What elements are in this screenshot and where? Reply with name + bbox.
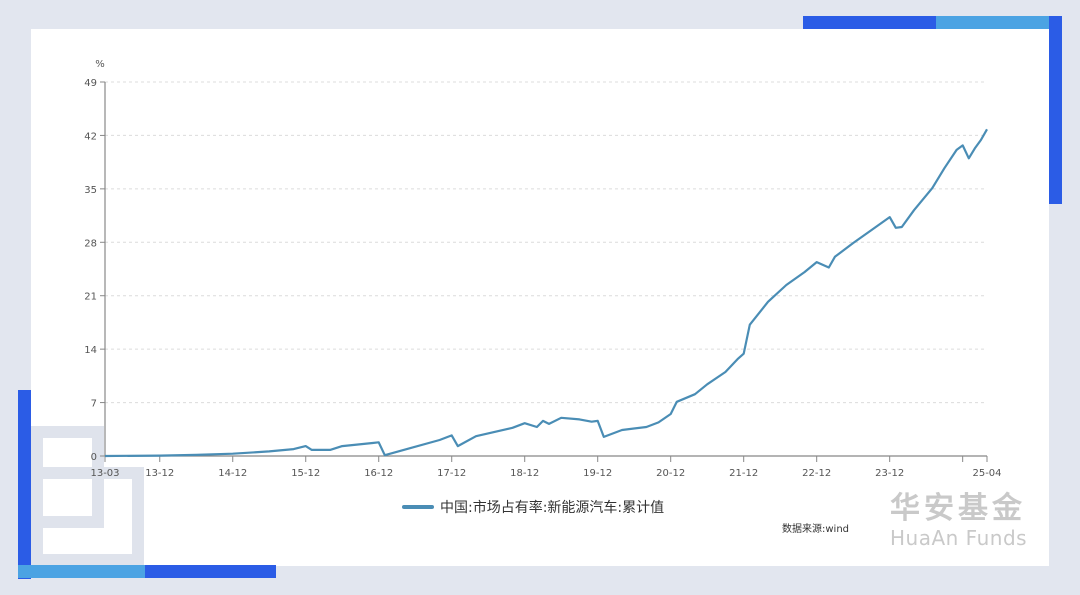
svg-text:7: 7 (91, 399, 97, 410)
brand-name-cn: 华安基金 (890, 491, 1026, 526)
svg-text:28: 28 (84, 238, 97, 249)
svg-text:21: 21 (84, 292, 97, 303)
svg-text:49: 49 (84, 78, 97, 89)
svg-text:21-12: 21-12 (729, 468, 758, 479)
deco-square-2 (31, 467, 144, 566)
svg-text:13-03: 13-03 (90, 468, 119, 479)
series-line (104, 128, 988, 458)
svg-text:%: % (95, 59, 105, 70)
left-vertical-bar (18, 390, 31, 579)
bottom-bar-light (18, 565, 145, 578)
bottom-bar-dark (145, 565, 276, 578)
legend-swatch (402, 505, 434, 509)
brand-name-en: HuaAn Funds (890, 526, 1028, 550)
svg-text:14: 14 (84, 345, 97, 356)
svg-text:18-12: 18-12 (510, 468, 539, 479)
grid-lines (105, 81, 987, 404)
legend: 中国:市场占有率:新能源汽车:累计值 (402, 497, 664, 517)
legend-label: 中国:市场占有率:新能源汽车:累计值 (440, 500, 665, 516)
right-vertical-bar (1049, 16, 1062, 204)
line-chart: 0 7 14 21 28 35 42 49% 13-03 13-12 14-12 15-12 16-12… (84, 59, 1001, 479)
svg-text:23-12: 23-12 (875, 468, 904, 479)
svg-text:17-12: 17-12 (437, 468, 466, 479)
brand-logo: 华安基金 HuaAn Funds (890, 491, 1028, 550)
svg-text:22-12: 22-12 (802, 468, 831, 479)
axes: 0 7 14 21 28 35 42 49% 13-03 13-12 14-12 15-12 16-12… (84, 59, 1001, 479)
data-source: 数据来源:wind (782, 524, 850, 535)
top-right-bar-light (936, 16, 1050, 29)
svg-text:13-12: 13-12 (145, 468, 174, 479)
svg-text:0: 0 (91, 452, 97, 463)
svg-text:35: 35 (84, 185, 97, 196)
svg-text:20-12: 20-12 (656, 468, 685, 479)
svg-text:25-04: 25-04 (972, 468, 1001, 479)
svg-text:16-12: 16-12 (364, 468, 393, 479)
top-right-bar-dark (803, 16, 936, 29)
svg-text:42: 42 (84, 131, 97, 142)
svg-text:19-12: 19-12 (583, 468, 612, 479)
svg-text:14-12: 14-12 (218, 468, 247, 479)
svg-text:15-12: 15-12 (291, 468, 320, 479)
chart-card: 0 7 14 21 28 35 42 49% 13-03 13-12 14-12 15-12 16-12… (31, 29, 1049, 566)
